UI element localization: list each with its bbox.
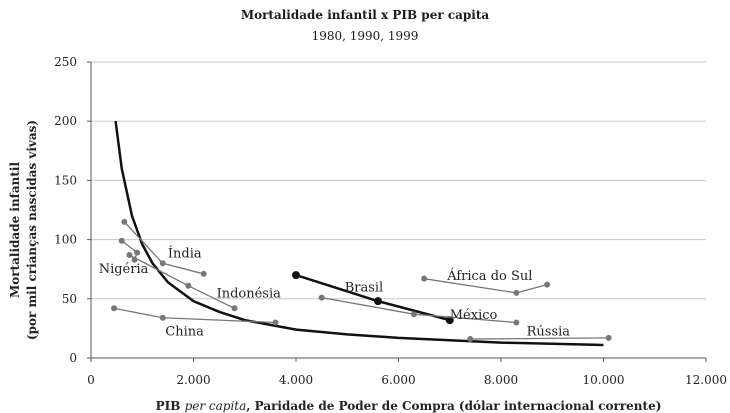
point-indon-sia-0 bbox=[126, 251, 133, 258]
y-tick-label-1: 50 bbox=[62, 292, 77, 306]
point--ndia-0 bbox=[121, 218, 128, 225]
y-tick-label-0: 0 bbox=[69, 351, 77, 365]
x-tick-label-4: 8.000 bbox=[484, 373, 518, 387]
point--frica-do-sul-0 bbox=[421, 275, 428, 282]
point-nig-ria-1 bbox=[134, 249, 141, 256]
point-m-xico-1 bbox=[410, 311, 417, 318]
series-line-r-ssia bbox=[470, 337, 609, 340]
point--frica-do-sul-1 bbox=[513, 289, 520, 296]
y-tick-label-3: 150 bbox=[54, 173, 77, 187]
x-axis-label: PIB per capita, Paridade de Poder de Com… bbox=[156, 399, 662, 413]
y-tick-label-5: 250 bbox=[54, 55, 77, 69]
chart-title: Mortalidade infantil x PIB per capita bbox=[240, 8, 490, 22]
label-nig-ria: Nigéria bbox=[99, 262, 149, 277]
point--ndia-2 bbox=[200, 270, 207, 277]
point-r-ssia-1 bbox=[605, 334, 612, 341]
x-tick-label-5: 10.000 bbox=[583, 373, 625, 387]
chart-subtitle: 1980, 1990, 1999 bbox=[311, 29, 419, 43]
point-m-xico-2 bbox=[513, 319, 520, 326]
point-indon-sia-2 bbox=[231, 305, 238, 312]
label-china: China bbox=[165, 325, 204, 340]
label-brasil: Brasil bbox=[345, 281, 384, 296]
x-tick-label-1: 2.000 bbox=[176, 373, 210, 387]
point-r-ssia-0 bbox=[467, 336, 474, 343]
y-tick-label-2: 100 bbox=[54, 233, 77, 247]
label--frica-do-sul: África do Sul bbox=[446, 268, 532, 284]
point-china-1 bbox=[159, 314, 166, 321]
label-m-xico: México bbox=[450, 308, 498, 323]
point-nig-ria-0 bbox=[118, 237, 125, 244]
point-china-2 bbox=[272, 319, 279, 326]
point-brasil-0 bbox=[292, 271, 300, 280]
x-tick-label-3: 6.000 bbox=[381, 373, 415, 387]
point-brasil-1 bbox=[374, 297, 382, 306]
label-indon-sia: Indonésia bbox=[217, 287, 282, 302]
trend-curve bbox=[114, 121, 604, 347]
point-brasil-2 bbox=[445, 316, 454, 325]
point--ndia-1 bbox=[159, 260, 166, 267]
point-china-0 bbox=[111, 305, 118, 312]
point-indon-sia-1 bbox=[185, 282, 192, 289]
x-tick-label-2: 4.000 bbox=[279, 373, 313, 387]
point--frica-do-sul-2 bbox=[544, 281, 551, 288]
label-r-ssia: Rússia bbox=[527, 325, 571, 340]
y-tick-label-4: 200 bbox=[54, 114, 77, 128]
point-m-xico-0 bbox=[318, 294, 325, 301]
y-axis-label-line1: Mortalidade infantil bbox=[8, 162, 22, 298]
x-tick-label-6: 12.000 bbox=[685, 373, 727, 387]
y-axis-label-line2: (por mil crianças nascidas vivas) bbox=[25, 120, 39, 340]
x-tick-label-0: 0 bbox=[87, 373, 95, 387]
label--ndia: Índia bbox=[168, 245, 202, 261]
